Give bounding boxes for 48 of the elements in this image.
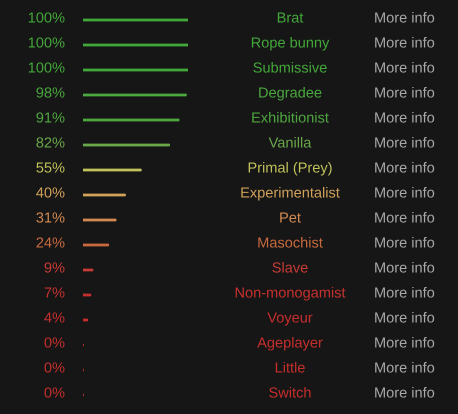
text: More info: [375, 112, 434, 123]
data-label: 98%: [36, 87, 64, 98]
y-tick-label: Switch: [269, 386, 311, 398]
data-label: 7%: [44, 287, 64, 298]
text: More info: [375, 336, 434, 348]
data-label: 0%: [44, 387, 64, 398]
y-tick-label: Voyeur: [267, 312, 312, 326]
data-label: 31%: [36, 212, 64, 223]
y-tick-label: Brat: [278, 12, 304, 23]
y-tick-label: Experimentalist: [241, 186, 340, 201]
data-label: 100%: [28, 12, 64, 23]
text: More info: [375, 86, 434, 98]
text: More info: [375, 386, 434, 398]
text: More info: [375, 236, 434, 248]
text: More info: [375, 162, 434, 173]
y-tick-label: Ageplayer: [257, 336, 323, 351]
y-tick-label: Vanilla: [268, 136, 312, 148]
y-tick-label: Slave: [272, 262, 308, 273]
text: More info: [375, 136, 434, 148]
data-label: 40%: [36, 187, 64, 198]
text: More info: [375, 186, 434, 198]
y-tick-label: Degradee: [259, 86, 322, 101]
text: More info: [375, 212, 434, 223]
y-tick-label: Masochist: [258, 236, 323, 248]
y-tick-label: Pet: [280, 212, 301, 223]
text: More info: [375, 262, 434, 273]
data-label: 82%: [36, 137, 64, 148]
data-label: 100%: [28, 62, 64, 73]
text: More info: [375, 286, 434, 298]
data-label: 91%: [36, 112, 64, 123]
y-tick-label: Rope bunny: [252, 36, 330, 51]
data-label: 0%: [44, 362, 64, 373]
data-label: 9%: [44, 262, 64, 273]
text: More info: [375, 36, 434, 48]
text: More info: [375, 312, 434, 323]
y-tick-label: Exhibitionist: [252, 112, 329, 123]
text: More info: [375, 362, 434, 373]
data-label: 4%: [44, 312, 64, 323]
data-label: 100%: [28, 37, 64, 48]
text: More info: [375, 62, 434, 73]
data-label: 0%: [44, 337, 64, 348]
y-tick-label: Little: [276, 362, 305, 373]
y-tick-label: Non-monogamist: [236, 286, 346, 301]
y-tick-label: Submissive: [253, 62, 327, 73]
y-tick-label: Primal (Prey): [248, 162, 332, 176]
data-label: 24%: [36, 237, 64, 248]
text: More info: [375, 12, 434, 23]
data-label: 55%: [36, 162, 64, 173]
